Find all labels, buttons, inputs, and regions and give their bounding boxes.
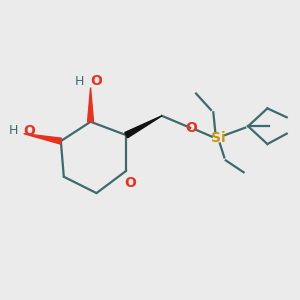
Text: O: O (186, 121, 197, 135)
Polygon shape (24, 134, 62, 144)
Text: O: O (23, 124, 35, 138)
Text: Si: Si (211, 131, 226, 145)
Text: H: H (75, 74, 84, 88)
Text: H: H (9, 124, 18, 137)
Text: O: O (125, 176, 136, 190)
Polygon shape (88, 88, 94, 122)
Polygon shape (125, 116, 162, 138)
Text: O: O (90, 74, 102, 88)
